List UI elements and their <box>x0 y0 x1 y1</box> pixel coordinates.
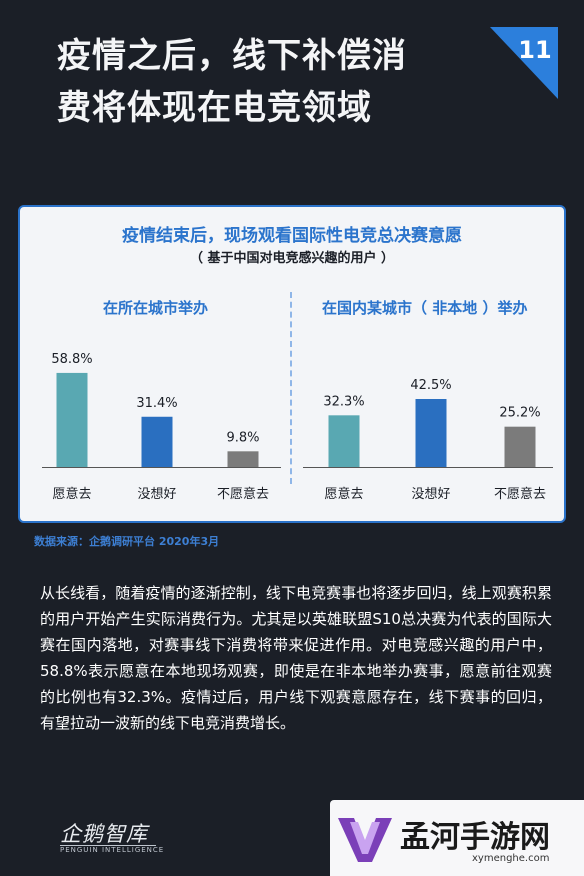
left-bar-1 <box>56 372 88 467</box>
left-value-label-1: 58.8% <box>51 352 92 367</box>
right-value-label-1: 32.3% <box>323 394 364 409</box>
watermark-name: 孟河手游网 <box>400 820 550 855</box>
left-category-label-2: 没想好 <box>137 486 176 502</box>
right-bar-3 <box>504 426 536 467</box>
left-value-label-2: 31.4% <box>136 396 177 411</box>
chart-panel: 疫情结束后，现场观看国际性电竞总决赛意愿 （ 基于中国对电竞感兴趣的用户 ） <box>18 205 566 523</box>
logo-rule <box>60 845 156 846</box>
right-bar-1 <box>328 415 360 467</box>
chart-title: 疫情结束后，现场观看国际性电竞总决赛意愿 <box>122 226 462 246</box>
page-number: 11 <box>518 36 552 64</box>
right-chart-title: 在国内某城市（ 非本地 ）举办 <box>322 299 528 317</box>
left-bar-2 <box>141 416 173 467</box>
right-category-label-1: 愿意去 <box>324 486 363 502</box>
chart-subtitle: （ 基于中国对电竞感兴趣的用户 ） <box>189 251 395 266</box>
right-category-label-2: 没想好 <box>411 486 450 502</box>
logo-subtitle: PENGUIN INTELLIGENCE <box>60 846 165 854</box>
left-bar-3 <box>227 451 259 467</box>
right-category-label-3: 不愿意去 <box>494 486 546 502</box>
left-chart-title: 在所在城市举办 <box>103 299 209 317</box>
left-value-label-3: 9.8% <box>226 430 259 445</box>
left-category-label-3: 不愿意去 <box>217 486 269 502</box>
right-bar-2 <box>415 399 447 467</box>
watermark-url: xymenghe.com <box>472 853 550 864</box>
right-value-label-3: 25.2% <box>499 406 540 421</box>
right-value-label-2: 42.5% <box>410 378 451 393</box>
body-paragraph: 从长线看，随着疫情的逐渐控制，线下电竞赛事也将逐步回归，线上观赛积累的用户开始产… <box>40 584 552 732</box>
penguin-intelligence-logo: 企鹅智库 <box>60 822 148 846</box>
page-corner-badge <box>490 27 558 99</box>
page-title-line-1: 疫情之后，线下补偿消 <box>57 36 407 76</box>
left-category-label-1: 愿意去 <box>52 486 91 502</box>
chart-divider <box>290 292 292 484</box>
data-source: 数据来源：企鹅调研平台 2020年3月 <box>34 535 220 548</box>
watermark-v-icon <box>338 818 392 862</box>
page-title-line-2: 费将体现在电竞领域 <box>57 88 372 128</box>
